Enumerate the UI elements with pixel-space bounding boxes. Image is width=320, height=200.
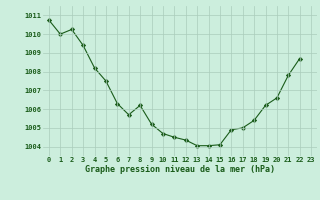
X-axis label: Graphe pression niveau de la mer (hPa): Graphe pression niveau de la mer (hPa)	[85, 165, 275, 174]
